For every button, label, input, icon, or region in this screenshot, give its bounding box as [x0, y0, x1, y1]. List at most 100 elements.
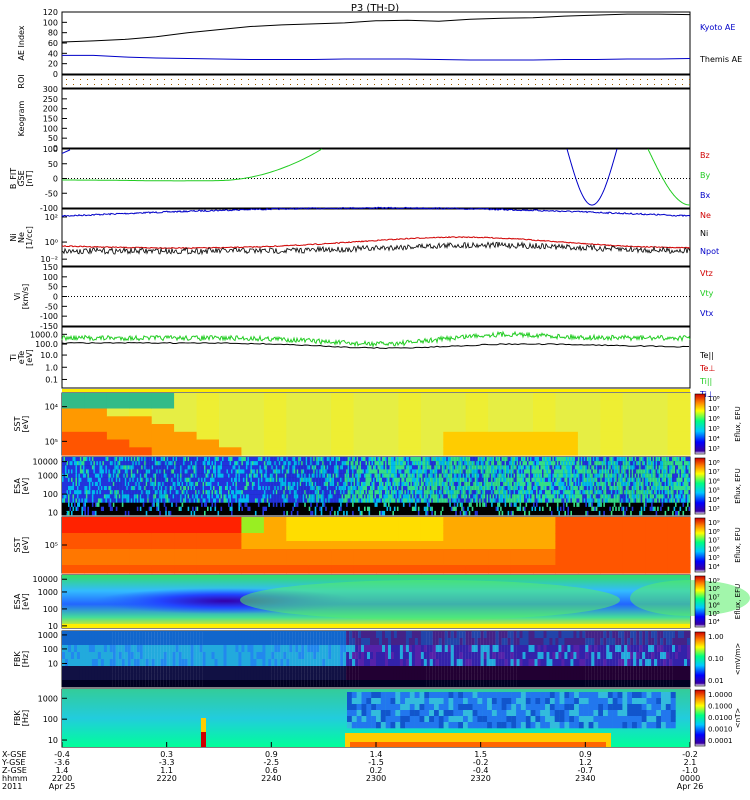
heatmap-cell: [65, 477, 67, 482]
heatmap-cell: [606, 494, 608, 499]
heatmap-cell: [411, 490, 414, 495]
ni-ylabel: Ne: [17, 232, 26, 243]
heatmap-cell: [328, 469, 330, 474]
heatmap-cell: [174, 424, 198, 433]
heatmap-cell: [63, 490, 66, 495]
heatmap-cell: [343, 473, 345, 478]
heatmap-cell: [471, 498, 474, 503]
heatmap-cell: [329, 461, 332, 466]
heatmap-cell: [407, 473, 409, 478]
heatmap-cell: [151, 393, 175, 402]
heatmap-cell: [331, 486, 333, 491]
heatmap-cell: [419, 481, 421, 487]
heatmap-cell: [138, 498, 140, 503]
heatmap-cell: [531, 481, 534, 487]
heatmap-cell: [553, 477, 556, 482]
heatmap-cell: [278, 498, 281, 503]
heatmap-cell: [349, 469, 351, 474]
heatmap-cell: [268, 461, 270, 466]
heatmap-cell: [214, 490, 217, 495]
heatmap-cell: [169, 481, 172, 487]
heatmap-cell: [241, 408, 265, 417]
heatmap-cell: [177, 481, 179, 487]
heatmap-cell: [352, 490, 354, 495]
heatmap-cell: [157, 486, 160, 491]
heatmap-cell: [283, 461, 285, 466]
heatmap-cell: [195, 473, 197, 478]
heatmap-cell: [220, 486, 223, 491]
heatmap-cell: [485, 469, 487, 474]
heatmap-cell: [174, 481, 176, 487]
heatmap-cell: [183, 477, 185, 482]
heatmap-cell: [236, 461, 239, 466]
heatmap-cell: [289, 494, 291, 499]
heatmap-cell: [196, 457, 199, 462]
heatmap-cell: [525, 465, 528, 470]
heatmap-cell: [289, 490, 291, 495]
heatmap-cell: [302, 486, 305, 491]
heatmap-cell: [580, 477, 583, 482]
heatmap-cell: [410, 457, 412, 462]
heatmap-cell: [453, 486, 456, 491]
heatmap-cell: [180, 461, 182, 466]
heatmap-cell: [540, 498, 543, 503]
heatmap-cell: [512, 457, 514, 462]
heatmap-cell: [121, 486, 124, 491]
heatmap-cell: [473, 461, 475, 466]
heatmap-cell: [325, 494, 327, 499]
heatmap-cell: [504, 481, 507, 487]
heatmap-cell: [121, 469, 124, 474]
heatmap-cell: [189, 473, 191, 478]
heatmap-cell: [248, 498, 251, 503]
ti-legend-entry: Ti||: [699, 377, 712, 386]
heatmap-cell: [411, 506, 414, 511]
heatmap-cell: [562, 502, 565, 507]
heatmap-cell: [229, 465, 232, 470]
heatmap-cell: [540, 494, 543, 499]
heatmap-cell: [531, 506, 534, 511]
heatmap-cell: [456, 494, 459, 499]
heatmap-cell: [174, 457, 176, 462]
heatmap-cell: [559, 461, 562, 466]
heatmap-cell: [594, 469, 596, 474]
heatmap-cell: [299, 473, 302, 478]
heatmap-cell: [216, 494, 218, 499]
heatmap-cell: [474, 461, 477, 466]
heatmap-cell: [434, 510, 436, 516]
heatmap-cell: [129, 494, 131, 499]
heatmap-cell: [392, 469, 394, 474]
heatmap-cell: [367, 457, 369, 462]
heatmap-cell: [319, 506, 321, 511]
heatmap-cell: [156, 457, 158, 462]
heatmap-cell: [408, 494, 411, 499]
heatmap-cell: [618, 486, 620, 491]
heatmap-cell: [208, 461, 211, 466]
heatmap-cell: [386, 477, 389, 482]
heatmap-cell: [268, 502, 270, 507]
heatmap-cell: [510, 447, 534, 456]
heatmap-cell: [417, 510, 420, 516]
heatmap-cell: [432, 465, 435, 470]
heatmap-cell: [361, 494, 363, 499]
heatmap-cell: [308, 506, 311, 511]
heatmap-cell: [151, 408, 175, 417]
roi-dot: [647, 84, 648, 85]
heatmap-cell: [74, 481, 76, 487]
heatmap-cell: [283, 486, 285, 491]
heatmap-cell: [242, 481, 245, 487]
heatmap-cell: [574, 465, 577, 470]
heatmap-cell: [296, 457, 299, 462]
heatmap-cell: [193, 457, 196, 462]
heatmap-cell: [266, 461, 269, 466]
heatmap-cell: [145, 461, 148, 466]
heatmap-cell: [465, 393, 489, 402]
heatmap-cell: [359, 481, 362, 487]
heatmap-cell: [96, 457, 98, 462]
heatmap-cell: [112, 473, 115, 478]
heatmap-cell: [174, 400, 198, 410]
heatmap-cell: [519, 469, 522, 474]
heatmap-cell: [322, 457, 324, 462]
heatmap-cell: [68, 469, 70, 474]
heatmap-cell: [379, 486, 381, 491]
heatmap-cell: [497, 461, 499, 466]
